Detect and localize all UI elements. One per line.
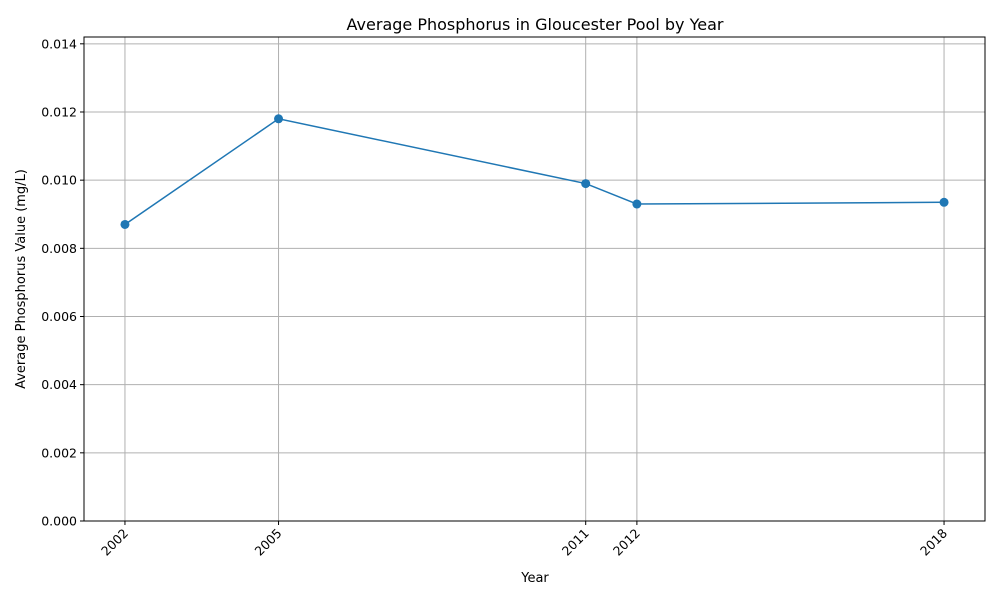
x-tick-label: 2011 [559, 526, 592, 559]
grid-layer [84, 37, 985, 522]
ticks-layer: 0.000 0.002 0.004 0.006 0.008 0.010 0.012 0.014… [41, 36, 950, 558]
y-tick-label: 0.012 [41, 104, 77, 119]
chart-title: Average Phosphorus in Gloucester Pool by… [347, 15, 724, 34]
x-tick-label: 2018 [917, 525, 950, 558]
y-tick-label: 0.014 [41, 36, 77, 51]
y-tick-label: 0.002 [41, 445, 77, 460]
x-tick-label: 2005 [252, 526, 285, 559]
data-point [939, 197, 949, 207]
y-axis-label: Average Phosphorus Value (mg/L) [14, 169, 29, 389]
y-tick-label: 0.006 [41, 309, 77, 324]
data-point [632, 199, 642, 209]
series-line [124, 118, 945, 226]
y-tick-label: 0.000 [41, 514, 77, 529]
data-point [274, 114, 284, 124]
data-point [120, 219, 130, 229]
x-tick-label: 2012 [610, 526, 643, 559]
x-tick-label: 2002 [98, 526, 131, 559]
series-layer [120, 114, 949, 229]
data-point [581, 179, 591, 189]
plot-frame [83, 36, 986, 522]
y-tick-label: 0.010 [41, 173, 77, 188]
x-axis-label: Year [520, 571, 549, 586]
y-tick-label: 0.008 [41, 241, 77, 256]
y-tick-label: 0.004 [41, 377, 77, 392]
